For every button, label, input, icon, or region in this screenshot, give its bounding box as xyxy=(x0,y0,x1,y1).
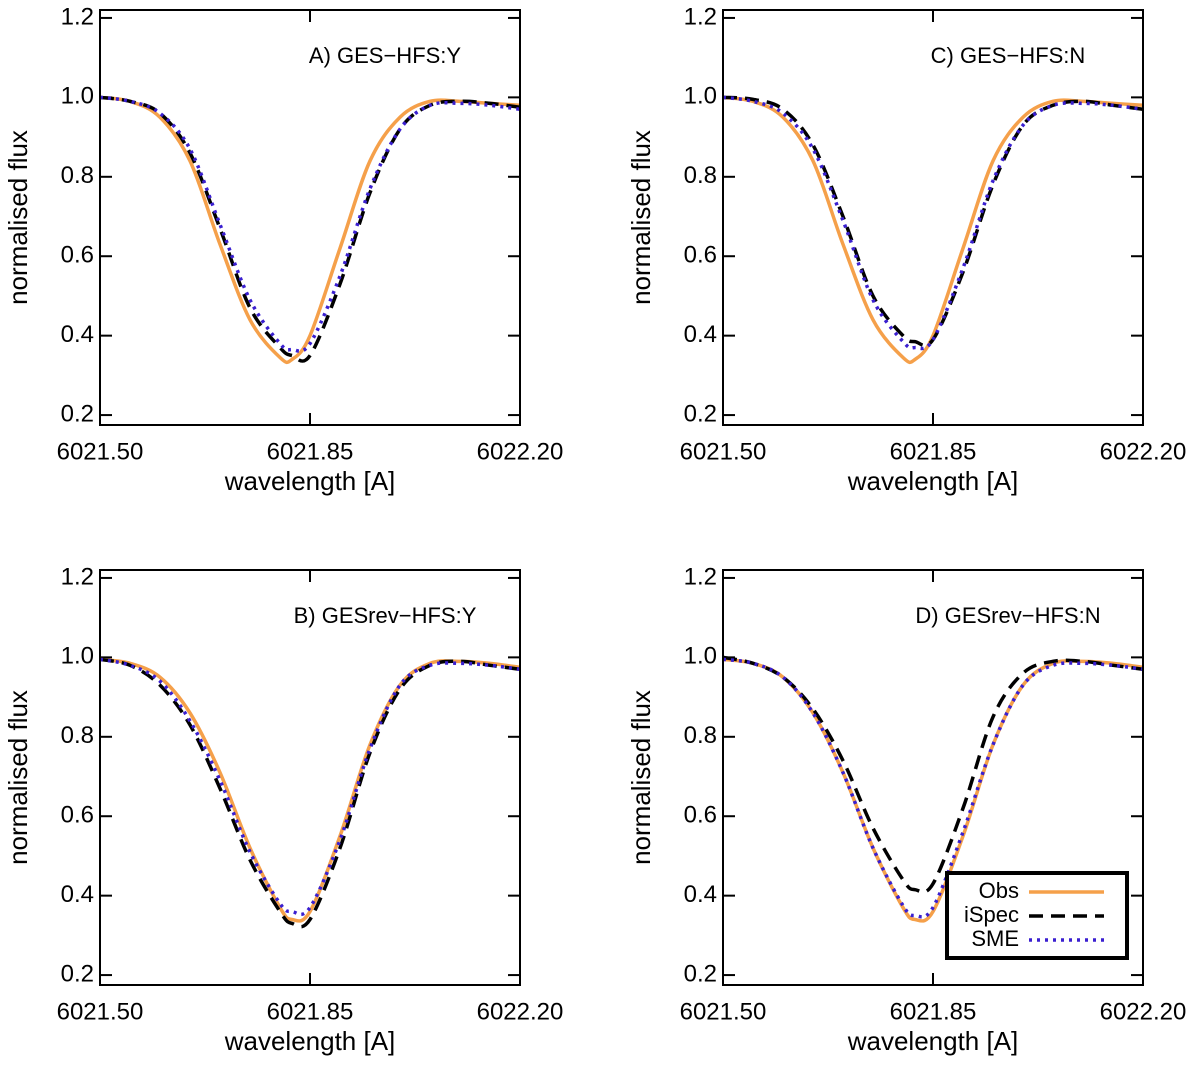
x-axis-label: wavelength [A] xyxy=(847,466,1019,496)
y-tick-label: 1.2 xyxy=(61,563,94,590)
plot-frame xyxy=(99,9,521,426)
y-tick-label: 0.8 xyxy=(684,162,717,189)
x-tick-label: 6021.85 xyxy=(267,438,354,465)
panel: 6021.50 6021.85 6022.20 0.2 0.4 0.6 0.8 1.0 1.2 C… xyxy=(626,3,1187,496)
y-tick-label: 0.8 xyxy=(61,722,94,749)
y-tick-label: 1.0 xyxy=(684,643,717,670)
x-tick-label: 6022.20 xyxy=(477,438,564,465)
y-tick-label: 0.8 xyxy=(684,722,717,749)
plot-frame xyxy=(722,9,1144,426)
annotation: C) GES−HFS:N xyxy=(931,43,1086,68)
y-tick-label: 0.2 xyxy=(61,960,94,987)
panel: 6021.50 6021.85 6022.20 0.2 0.4 0.6 0.8 1.0 1.2 A… xyxy=(3,3,564,496)
y-tick-label: 0.4 xyxy=(61,321,94,348)
y-tick-label: 0.8 xyxy=(61,162,94,189)
series-line xyxy=(723,655,1143,894)
series-line xyxy=(100,95,520,365)
plot-frame xyxy=(722,569,1144,986)
x-axis-label: wavelength [A] xyxy=(847,1026,1019,1056)
series-line xyxy=(100,95,520,353)
series-line xyxy=(723,657,1143,919)
y-tick-label: 0.2 xyxy=(684,960,717,987)
x-tick-label: 6021.50 xyxy=(680,438,767,465)
x-tick-label: 6021.85 xyxy=(267,998,354,1025)
y-tick-label: 0.2 xyxy=(684,400,717,427)
y-tick-label: 0.4 xyxy=(684,321,717,348)
x-tick-label: 6021.50 xyxy=(680,998,767,1025)
legend-label: iSpec xyxy=(964,902,1019,927)
y-tick-label: 0.4 xyxy=(684,881,717,908)
annotation: B) GESrev−HFS:Y xyxy=(294,603,477,628)
y-tick-label: 1.2 xyxy=(61,3,94,30)
y-tick-label: 1.0 xyxy=(684,83,717,110)
legend-label: SME xyxy=(971,926,1019,951)
y-tick-label: 0.6 xyxy=(684,802,717,829)
x-tick-label: 6022.20 xyxy=(1100,438,1187,465)
series-line xyxy=(100,657,520,929)
series-line xyxy=(723,95,1143,348)
annotation: A) GES−HFS:Y xyxy=(309,43,462,68)
plot-frame xyxy=(99,569,521,986)
series-line xyxy=(100,95,520,363)
y-tick-label: 1.0 xyxy=(61,83,94,110)
y-axis-label: normalised flux xyxy=(626,130,656,305)
series-line xyxy=(100,657,520,917)
y-tick-label: 0.6 xyxy=(684,242,717,269)
y-axis-label: normalised flux xyxy=(3,130,33,305)
panel: 6021.50 6021.85 6022.20 0.2 0.4 0.6 0.8 1.0 1.2 B… xyxy=(3,563,564,1056)
series-line xyxy=(100,657,520,923)
y-axis-label: normalised flux xyxy=(3,690,33,865)
x-tick-label: 6021.85 xyxy=(890,998,977,1025)
y-tick-label: 1.0 xyxy=(61,643,94,670)
y-axis-label: normalised flux xyxy=(626,690,656,865)
y-tick-label: 1.2 xyxy=(684,563,717,590)
x-tick-label: 6021.85 xyxy=(890,438,977,465)
x-axis-label: wavelength [A] xyxy=(224,1026,396,1056)
x-tick-label: 6022.20 xyxy=(1100,998,1187,1025)
panel: 6021.50 6021.85 6022.20 0.2 0.4 0.6 0.8 1.0 1.2 D… xyxy=(626,563,1187,1056)
x-axis-label: wavelength [A] xyxy=(224,466,396,496)
y-tick-label: 0.6 xyxy=(61,242,94,269)
x-tick-label: 6022.20 xyxy=(477,998,564,1025)
y-tick-label: 0.2 xyxy=(61,400,94,427)
y-tick-label: 1.2 xyxy=(684,3,717,30)
series-line xyxy=(723,95,1143,365)
y-tick-label: 0.6 xyxy=(61,802,94,829)
legend-label: Obs xyxy=(979,878,1019,903)
annotation: D) GESrev−HFS:N xyxy=(915,603,1100,628)
series-line xyxy=(723,95,1143,351)
x-tick-label: 6021.50 xyxy=(57,438,144,465)
y-tick-label: 0.4 xyxy=(61,881,94,908)
x-tick-label: 6021.50 xyxy=(57,998,144,1025)
